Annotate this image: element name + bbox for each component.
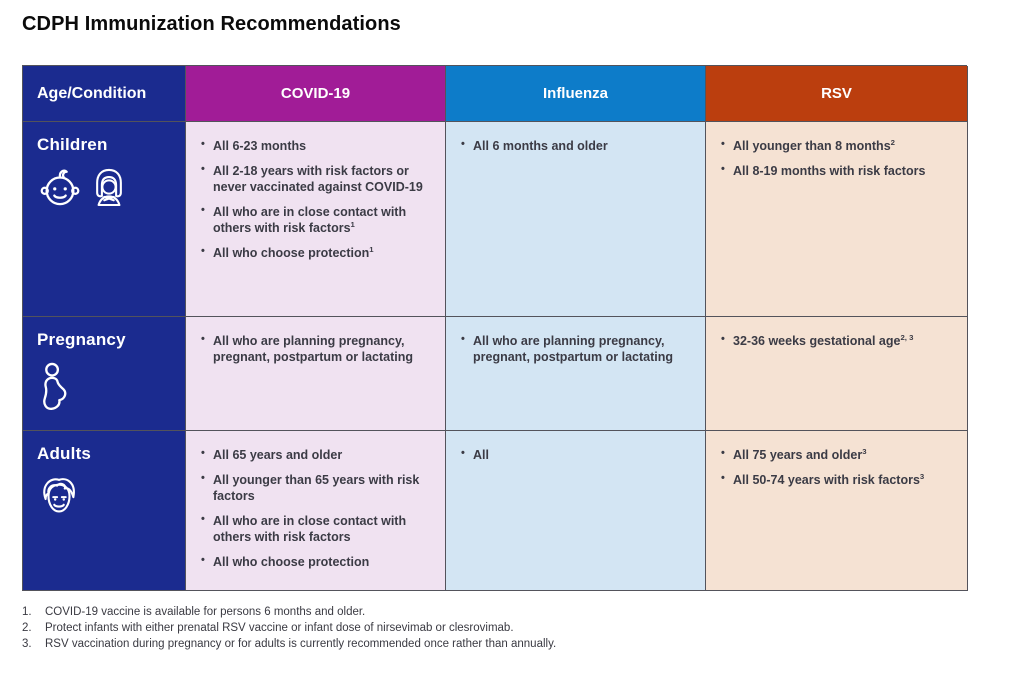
- row-label-pregnancy: Pregnancy: [23, 317, 186, 431]
- bullet-item: All who are planning pregnancy, pregnant…: [200, 332, 433, 365]
- pregnant-person-icon: [37, 362, 71, 418]
- children-icons: [37, 167, 175, 207]
- pregnancy-icons: [37, 362, 175, 418]
- cell-bullet-list: 32-36 weeks gestational age2, 3: [720, 332, 955, 349]
- bullet-item: All 6-23 months: [200, 137, 433, 154]
- bullet-item: All 8-19 months with risk factors: [720, 162, 955, 179]
- bullet-item: All who are in close contact with others…: [200, 203, 433, 236]
- bullet-item: All who are planning pregnancy, pregnant…: [460, 332, 693, 365]
- bullet-item: All 50-74 years with risk factors3: [720, 471, 955, 488]
- bullet-item: All 65 years and older: [200, 446, 433, 463]
- bullet-item: All who are in close contact with others…: [200, 512, 433, 545]
- pregnancy-covid19-cell: All who are planning pregnancy, pregnant…: [186, 317, 446, 431]
- bullet-item: All who choose protection1: [200, 244, 433, 261]
- children-rsv-cell: All younger than 8 months2 All 8-19 month…: [706, 122, 968, 317]
- row-label-text: Adults: [37, 444, 92, 463]
- adults-influenza-cell: All: [446, 431, 706, 591]
- children-influenza-cell: All 6 months and older: [446, 122, 706, 317]
- pregnancy-influenza-cell: All who are planning pregnancy, pregnant…: [446, 317, 706, 431]
- bullet-item: All 75 years and older3: [720, 446, 955, 463]
- cell-bullet-list: All 6 months and older: [460, 137, 693, 154]
- header-covid19: COVID-19: [186, 66, 446, 122]
- children-covid19-cell: All 6-23 months All 2-18 years with risk …: [186, 122, 446, 317]
- baby-icon: [37, 167, 83, 207]
- adults-rsv-cell: All 75 years and older3 All 50-74 years w…: [706, 431, 968, 591]
- footnote-item: 2. Protect infants with either prenatal R…: [22, 622, 514, 635]
- header-age-condition: Age/Condition: [23, 66, 186, 122]
- cell-bullet-list: All who are planning pregnancy, pregnant…: [200, 332, 433, 365]
- girl-icon: [91, 167, 127, 207]
- cell-bullet-list: All 75 years and older3 All 50-74 years w…: [720, 446, 955, 488]
- row-label-text: Children: [37, 135, 108, 154]
- pregnancy-rsv-cell: 32-36 weeks gestational age2, 3: [706, 317, 968, 431]
- bullet-item: All 6 months and older: [460, 137, 693, 154]
- bullet-item: All younger than 8 months2: [720, 137, 955, 154]
- row-label-adults: Adults: [23, 431, 186, 591]
- bullet-item: All: [460, 446, 693, 463]
- footnotes: 1. COVID-19 vaccine is available for pers…: [22, 605, 1002, 653]
- page-title: CDPH Immunization Recommendations: [22, 13, 401, 35]
- header-rsv: RSV: [706, 66, 968, 122]
- header-influenza: Influenza: [446, 66, 706, 122]
- footnote-item: 3. RSV vaccination during pregnancy or fo…: [22, 638, 557, 651]
- bullet-item: 32-36 weeks gestational age2, 3: [720, 332, 955, 349]
- bullet-item: All 2-18 years with risk factors or neve…: [200, 162, 433, 195]
- immunization-table: Age/Condition COVID-19 Influenza RSV Chi…: [22, 65, 968, 591]
- adult-man-icon: [37, 476, 81, 524]
- cell-bullet-list: All who are planning pregnancy, pregnant…: [460, 332, 693, 365]
- cell-bullet-list: All younger than 8 months2 All 8-19 month…: [720, 137, 955, 179]
- cell-bullet-list: All: [460, 446, 693, 463]
- bullet-item: All younger than 65 years with risk fact…: [200, 471, 433, 504]
- row-label-children: Children: [23, 122, 186, 317]
- bullet-item: All who choose protection: [200, 553, 433, 570]
- row-label-text: Pregnancy: [37, 330, 126, 349]
- footnote-item: 1. COVID-19 vaccine is available for pers…: [22, 606, 366, 618]
- adults-covid19-cell: All 65 years and older All younger than 6…: [186, 431, 446, 591]
- page: CDPH Immunization Recommendations Age/Co…: [0, 0, 1024, 653]
- cell-bullet-list: All 65 years and older All younger than 6…: [200, 446, 433, 570]
- cell-bullet-list: All 6-23 months All 2-18 years with risk …: [200, 137, 433, 261]
- adults-icons: [37, 476, 175, 524]
